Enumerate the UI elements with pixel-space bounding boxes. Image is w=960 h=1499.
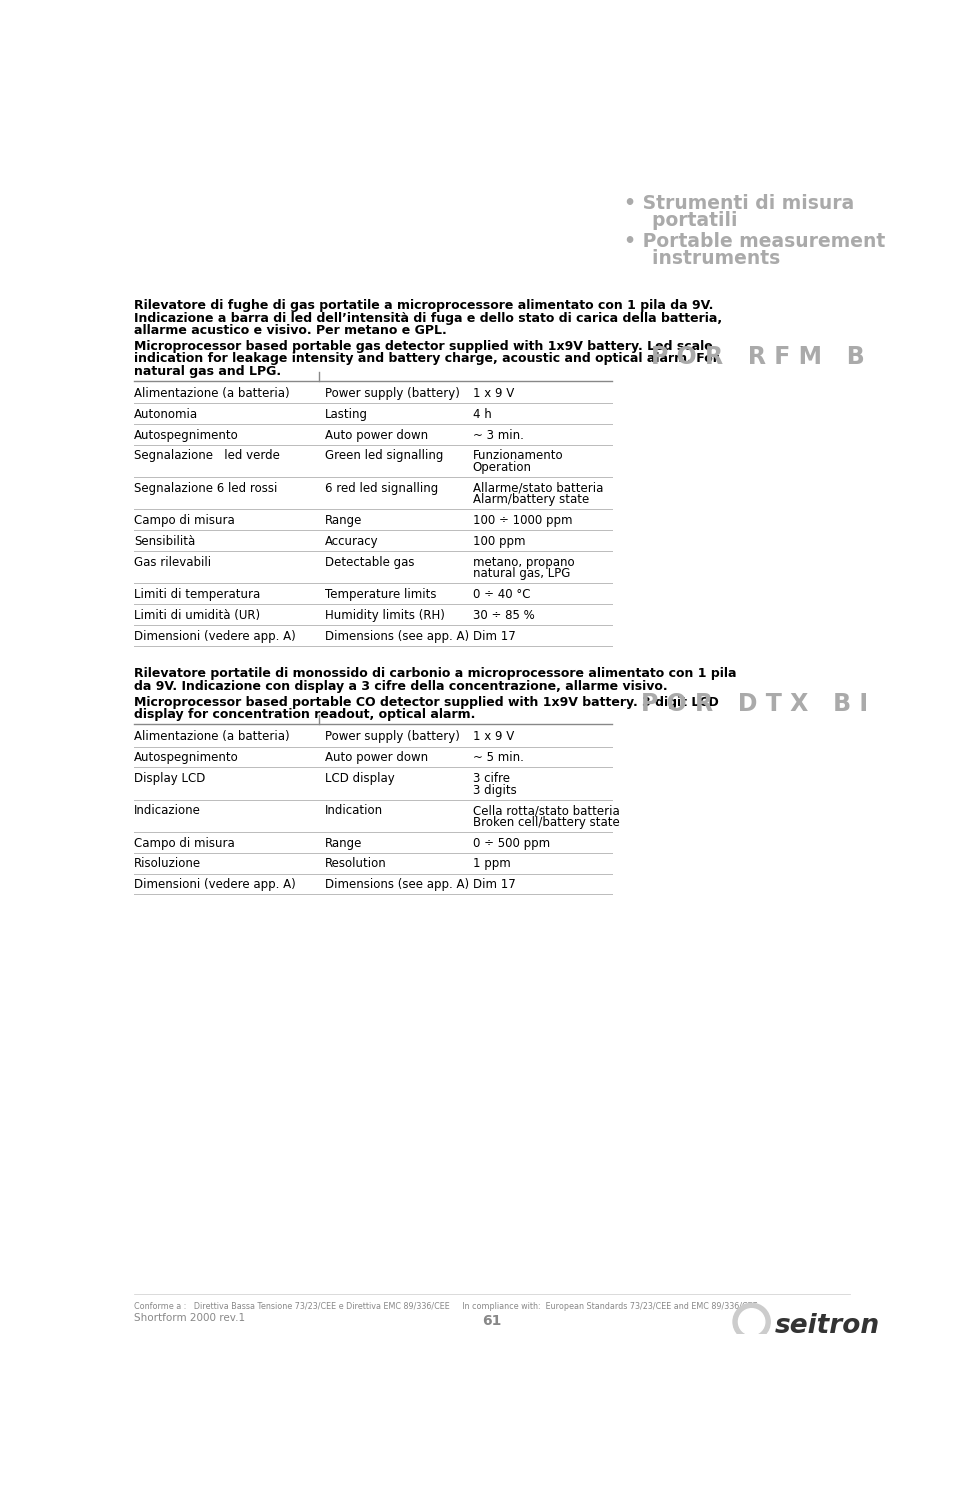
Text: Allarme/stato batteria: Allarme/stato batteria — [472, 481, 603, 495]
Text: • Strumenti di misura: • Strumenti di misura — [624, 193, 854, 213]
Text: Power supply (battery): Power supply (battery) — [325, 730, 460, 744]
Text: • Portable measurement: • Portable measurement — [624, 232, 885, 252]
Text: 3 digits: 3 digits — [472, 784, 516, 796]
Text: Autospegnimento: Autospegnimento — [134, 751, 239, 764]
Text: P O R   R F M   B: P O R R F M B — [651, 345, 865, 369]
Text: Dim 17: Dim 17 — [472, 878, 516, 892]
Text: ~ 5 min.: ~ 5 min. — [472, 751, 523, 764]
Text: Range: Range — [325, 836, 363, 850]
Text: 4 h: 4 h — [472, 408, 492, 421]
Text: indication for leakage intensity and battery charge, acoustic and optical alarm.: indication for leakage intensity and bat… — [134, 352, 719, 366]
Text: ~ 3 min.: ~ 3 min. — [472, 429, 523, 442]
Text: allarme acustico e visivo. Per metano e GPL.: allarme acustico e visivo. Per metano e … — [134, 324, 446, 337]
Text: Accuracy: Accuracy — [325, 535, 379, 547]
Text: Segnalazione 6 led rossi: Segnalazione 6 led rossi — [134, 481, 277, 495]
Text: Campo di misura: Campo di misura — [134, 514, 234, 528]
Text: Dim 17: Dim 17 — [472, 630, 516, 643]
Text: Segnalazione   led verde: Segnalazione led verde — [134, 450, 279, 462]
Text: 1 x 9 V: 1 x 9 V — [472, 730, 514, 744]
Text: Autonomia: Autonomia — [134, 408, 198, 421]
Text: Limiti di temperatura: Limiti di temperatura — [134, 588, 260, 601]
Text: 61: 61 — [482, 1315, 502, 1328]
Text: Indicazione: Indicazione — [134, 805, 201, 817]
Text: Cella rotta/stato batteria: Cella rotta/stato batteria — [472, 805, 619, 817]
Text: Temperature limits: Temperature limits — [325, 588, 437, 601]
Circle shape — [733, 1303, 770, 1340]
Text: 0 ÷ 40 °C: 0 ÷ 40 °C — [472, 588, 530, 601]
Text: Campo di misura: Campo di misura — [134, 836, 234, 850]
Text: Green led signalling: Green led signalling — [325, 450, 444, 462]
Text: Indicazione a barra di led dell’intensità di fuga e dello stato di carica della : Indicazione a barra di led dell’intensit… — [134, 312, 722, 325]
Text: Dimensions (see app. A): Dimensions (see app. A) — [325, 878, 469, 892]
Text: 0 ÷ 500 ppm: 0 ÷ 500 ppm — [472, 836, 550, 850]
Text: Alarm/battery state: Alarm/battery state — [472, 493, 588, 507]
Text: Auto power down: Auto power down — [325, 751, 428, 764]
Text: da 9V. Indicazione con display a 3 cifre della concentrazione, allarme visivo.: da 9V. Indicazione con display a 3 cifre… — [134, 679, 667, 693]
Text: P O R   D T X   B I: P O R D T X B I — [641, 693, 868, 717]
Text: natural gas, LPG: natural gas, LPG — [472, 567, 570, 580]
Text: 100 ppm: 100 ppm — [472, 535, 525, 547]
Text: Gas rilevabili: Gas rilevabili — [134, 556, 211, 568]
Text: Operation: Operation — [472, 460, 532, 474]
Text: Rilevatore di fughe di gas portatile a microprocessore alimentato con 1 pila da : Rilevatore di fughe di gas portatile a m… — [134, 300, 713, 312]
Text: Dimensioni (vedere app. A): Dimensioni (vedere app. A) — [134, 878, 296, 892]
Text: portatili: portatili — [639, 211, 737, 229]
Text: Resolution: Resolution — [325, 857, 387, 871]
Text: Humidity limits (RH): Humidity limits (RH) — [325, 609, 445, 622]
Text: natural gas and LPG.: natural gas and LPG. — [134, 364, 281, 378]
Text: 100 ÷ 1000 ppm: 100 ÷ 1000 ppm — [472, 514, 572, 528]
Text: Shortform 2000 rev.1: Shortform 2000 rev.1 — [134, 1313, 245, 1322]
Text: instruments: instruments — [639, 249, 780, 268]
Text: 30 ÷ 85 %: 30 ÷ 85 % — [472, 609, 535, 622]
Text: Lasting: Lasting — [325, 408, 369, 421]
Circle shape — [738, 1309, 765, 1336]
Text: LCD display: LCD display — [325, 772, 396, 785]
Text: Indication: Indication — [325, 805, 383, 817]
Text: Funzionamento: Funzionamento — [472, 450, 564, 462]
Text: Microprocessor based portable gas detector supplied with 1x9V battery. Led scale: Microprocessor based portable gas detect… — [134, 340, 712, 354]
Text: Microprocessor based portable CO detector supplied with 1x9V battery. 3 digit LC: Microprocessor based portable CO detecto… — [134, 696, 719, 709]
Text: Range: Range — [325, 514, 363, 528]
Text: Power supply (battery): Power supply (battery) — [325, 387, 460, 400]
Text: Alimentazione (a batteria): Alimentazione (a batteria) — [134, 387, 290, 400]
Text: Conforme a :   Direttiva Bassa Tensione 73/23/CEE e Direttiva EMC 89/336/CEE    : Conforme a : Direttiva Bassa Tensione 73… — [134, 1301, 757, 1310]
Text: Dimensions (see app. A): Dimensions (see app. A) — [325, 630, 469, 643]
Text: Alimentazione (a batteria): Alimentazione (a batteria) — [134, 730, 290, 744]
Text: Risoluzione: Risoluzione — [134, 857, 201, 871]
Text: Display LCD: Display LCD — [134, 772, 205, 785]
Text: Limiti di umidità (UR): Limiti di umidità (UR) — [134, 609, 260, 622]
Text: 1 ppm: 1 ppm — [472, 857, 511, 871]
Text: seitron: seitron — [775, 1313, 880, 1339]
Text: Autospegnimento: Autospegnimento — [134, 429, 239, 442]
Text: 6 red led signalling: 6 red led signalling — [325, 481, 439, 495]
Text: Detectable gas: Detectable gas — [325, 556, 415, 568]
Text: metano, propano: metano, propano — [472, 556, 574, 568]
Text: 1 x 9 V: 1 x 9 V — [472, 387, 514, 400]
Text: Broken cell/battery state: Broken cell/battery state — [472, 815, 619, 829]
Text: Rilevatore portatile di monossido di carbonio a microprocessore alimentato con 1: Rilevatore portatile di monossido di car… — [134, 667, 736, 681]
Text: 3 cifre: 3 cifre — [472, 772, 510, 785]
Text: display for concentration readout, optical alarm.: display for concentration readout, optic… — [134, 708, 475, 721]
Text: Auto power down: Auto power down — [325, 429, 428, 442]
Text: Dimensioni (vedere app. A): Dimensioni (vedere app. A) — [134, 630, 296, 643]
Text: Sensibilità: Sensibilità — [134, 535, 195, 547]
